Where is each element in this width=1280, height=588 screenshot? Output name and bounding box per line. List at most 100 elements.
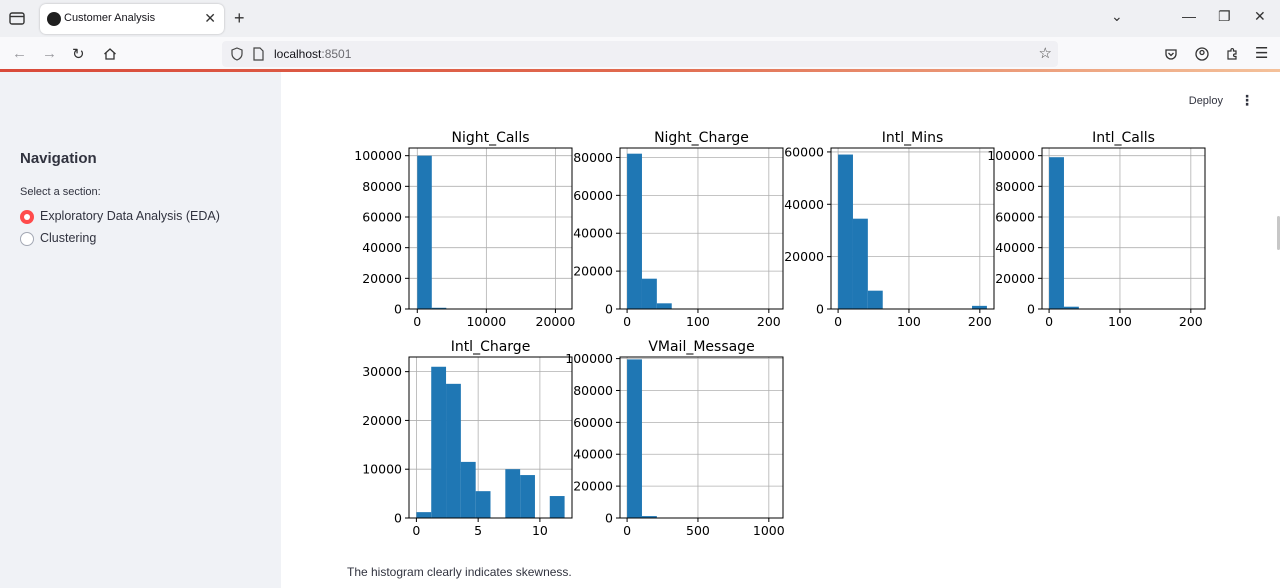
reload-icon[interactable]: ↻ bbox=[72, 46, 85, 63]
histogram-bar bbox=[972, 305, 987, 309]
y-tick-label: 20000 bbox=[573, 479, 613, 494]
axes-frame bbox=[408, 147, 573, 310]
x-tick-label: 20000 bbox=[536, 314, 576, 329]
histogram-bar bbox=[656, 303, 672, 309]
x-tick-label: 100 bbox=[897, 314, 921, 329]
histogram-bar bbox=[641, 516, 657, 518]
forward-icon[interactable]: → bbox=[42, 45, 57, 62]
x-tick-label: 0 bbox=[623, 523, 631, 538]
chart-title: Night_Calls bbox=[451, 130, 529, 146]
y-tick-label: 20000 bbox=[995, 271, 1035, 286]
tab-list-icon[interactable] bbox=[8, 9, 26, 27]
main-menu-icon[interactable]: ⋮ bbox=[1240, 92, 1254, 108]
radio-selected-icon[interactable] bbox=[20, 210, 34, 224]
browser-tab-bar: Customer Analysis ✕ + ⌄ — ❐ ✕ bbox=[0, 0, 1280, 37]
axes-frame bbox=[830, 147, 995, 310]
deploy-button[interactable]: Deploy bbox=[1188, 95, 1223, 107]
bookmark-star-icon[interactable]: ☆ bbox=[1038, 45, 1052, 62]
y-tick-label: 0 bbox=[394, 511, 402, 526]
axes-frame bbox=[619, 147, 784, 310]
page-load-indicator bbox=[0, 69, 1280, 72]
histogram-bar bbox=[1049, 157, 1064, 309]
section-radio-label: Select a section: bbox=[20, 186, 101, 198]
radio-unselected-icon[interactable] bbox=[20, 232, 34, 246]
x-tick-label: 10000 bbox=[466, 314, 506, 329]
y-tick-label: 10000 bbox=[362, 462, 402, 477]
list-all-tabs-icon[interactable]: ⌄ bbox=[1111, 8, 1123, 24]
new-tab-icon[interactable]: + bbox=[234, 8, 245, 28]
y-tick-label: 60000 bbox=[573, 188, 613, 203]
histogram-bar bbox=[1063, 306, 1079, 309]
y-tick-label: 20000 bbox=[362, 271, 402, 286]
y-tick-label: 0 bbox=[605, 302, 613, 317]
radio-option-eda[interactable]: Exploratory Data Analysis (EDA) bbox=[20, 208, 260, 226]
shield-icon[interactable] bbox=[230, 47, 244, 61]
y-tick-label: 100000 bbox=[987, 148, 1035, 163]
x-tick-label: 10 bbox=[532, 523, 548, 538]
histogram-bar bbox=[446, 383, 461, 518]
x-tick-label: 500 bbox=[686, 523, 710, 538]
y-tick-label: 40000 bbox=[362, 240, 402, 255]
y-tick-label: 40000 bbox=[995, 240, 1035, 255]
x-tick-label: 0 bbox=[413, 314, 421, 329]
axes-frame bbox=[619, 356, 784, 519]
url-bar[interactable]: localhost:8501 ☆ bbox=[222, 41, 1058, 67]
x-tick-label: 1000 bbox=[753, 523, 785, 538]
histogram-figure: 0 10000 20000020000400006000080000100000Ni… bbox=[354, 130, 1206, 538]
y-tick-label: 0 bbox=[1027, 302, 1035, 317]
plot-area bbox=[1042, 148, 1205, 309]
browser-tab[interactable]: Customer Analysis ✕ bbox=[40, 4, 224, 34]
x-tick-label: 0 bbox=[623, 314, 631, 329]
histogram-bar bbox=[867, 290, 883, 309]
close-tab-icon[interactable]: ✕ bbox=[204, 10, 216, 26]
histogram-bar bbox=[852, 218, 868, 309]
histogram-bar bbox=[549, 496, 565, 518]
page-info-icon[interactable] bbox=[252, 47, 264, 61]
sidebar: Navigation Select a section: Exploratory… bbox=[0, 72, 281, 588]
back-icon[interactable]: ← bbox=[12, 45, 27, 62]
x-tick-label: 100 bbox=[686, 314, 710, 329]
x-tick-label: 200 bbox=[757, 314, 781, 329]
radio-option-clustering[interactable]: Clustering bbox=[20, 230, 260, 248]
histogram-bar bbox=[641, 278, 657, 309]
y-tick-label: 0 bbox=[394, 302, 402, 317]
histogram-bar bbox=[431, 366, 447, 518]
histogram-bar bbox=[475, 491, 491, 518]
y-tick-label: 60000 bbox=[784, 144, 824, 159]
y-tick-label: 20000 bbox=[784, 249, 824, 264]
restore-icon[interactable]: ❐ bbox=[1218, 8, 1231, 24]
menu-icon[interactable]: ☰ bbox=[1255, 45, 1269, 62]
close-window-icon[interactable]: ✕ bbox=[1254, 8, 1266, 24]
browser-toolbar: ← → ↻ localhost:8501 ☆ ☰ bbox=[0, 37, 1280, 70]
y-tick-label: 40000 bbox=[784, 197, 824, 212]
pocket-icon[interactable] bbox=[1164, 47, 1178, 61]
y-tick-label: 40000 bbox=[573, 447, 613, 462]
y-tick-label: 100000 bbox=[565, 351, 613, 366]
x-tick-label: 0 bbox=[412, 523, 420, 538]
x-tick-label: 5 bbox=[474, 523, 482, 538]
scrollbar-thumb[interactable] bbox=[1277, 216, 1280, 250]
y-tick-label: 0 bbox=[816, 302, 824, 317]
radio-option-label: Clustering bbox=[40, 231, 97, 245]
histogram-caption: The histogram clearly indicates skewness… bbox=[347, 565, 572, 579]
histogram-bar bbox=[838, 154, 853, 309]
histogram-bar bbox=[520, 475, 535, 518]
histogram-bar bbox=[627, 153, 642, 309]
plot-area bbox=[620, 357, 783, 518]
y-tick-label: 80000 bbox=[573, 383, 613, 398]
histogram-bar bbox=[417, 155, 432, 309]
histogram-bar bbox=[505, 469, 521, 518]
y-tick-label: 80000 bbox=[573, 150, 613, 165]
minimize-icon[interactable]: — bbox=[1182, 8, 1196, 24]
streamlit-favicon-icon bbox=[47, 12, 61, 26]
plot-area bbox=[409, 148, 572, 309]
home-icon[interactable] bbox=[103, 47, 117, 61]
y-tick-label: 80000 bbox=[995, 179, 1035, 194]
url-text[interactable]: localhost:8501 bbox=[274, 47, 352, 61]
account-icon[interactable] bbox=[1195, 47, 1209, 61]
chart-title: Night_Charge bbox=[654, 130, 749, 146]
extensions-icon[interactable] bbox=[1225, 47, 1239, 61]
radio-option-label: Exploratory Data Analysis (EDA) bbox=[40, 209, 220, 223]
y-tick-label: 40000 bbox=[573, 226, 613, 241]
x-tick-label: 200 bbox=[968, 314, 992, 329]
